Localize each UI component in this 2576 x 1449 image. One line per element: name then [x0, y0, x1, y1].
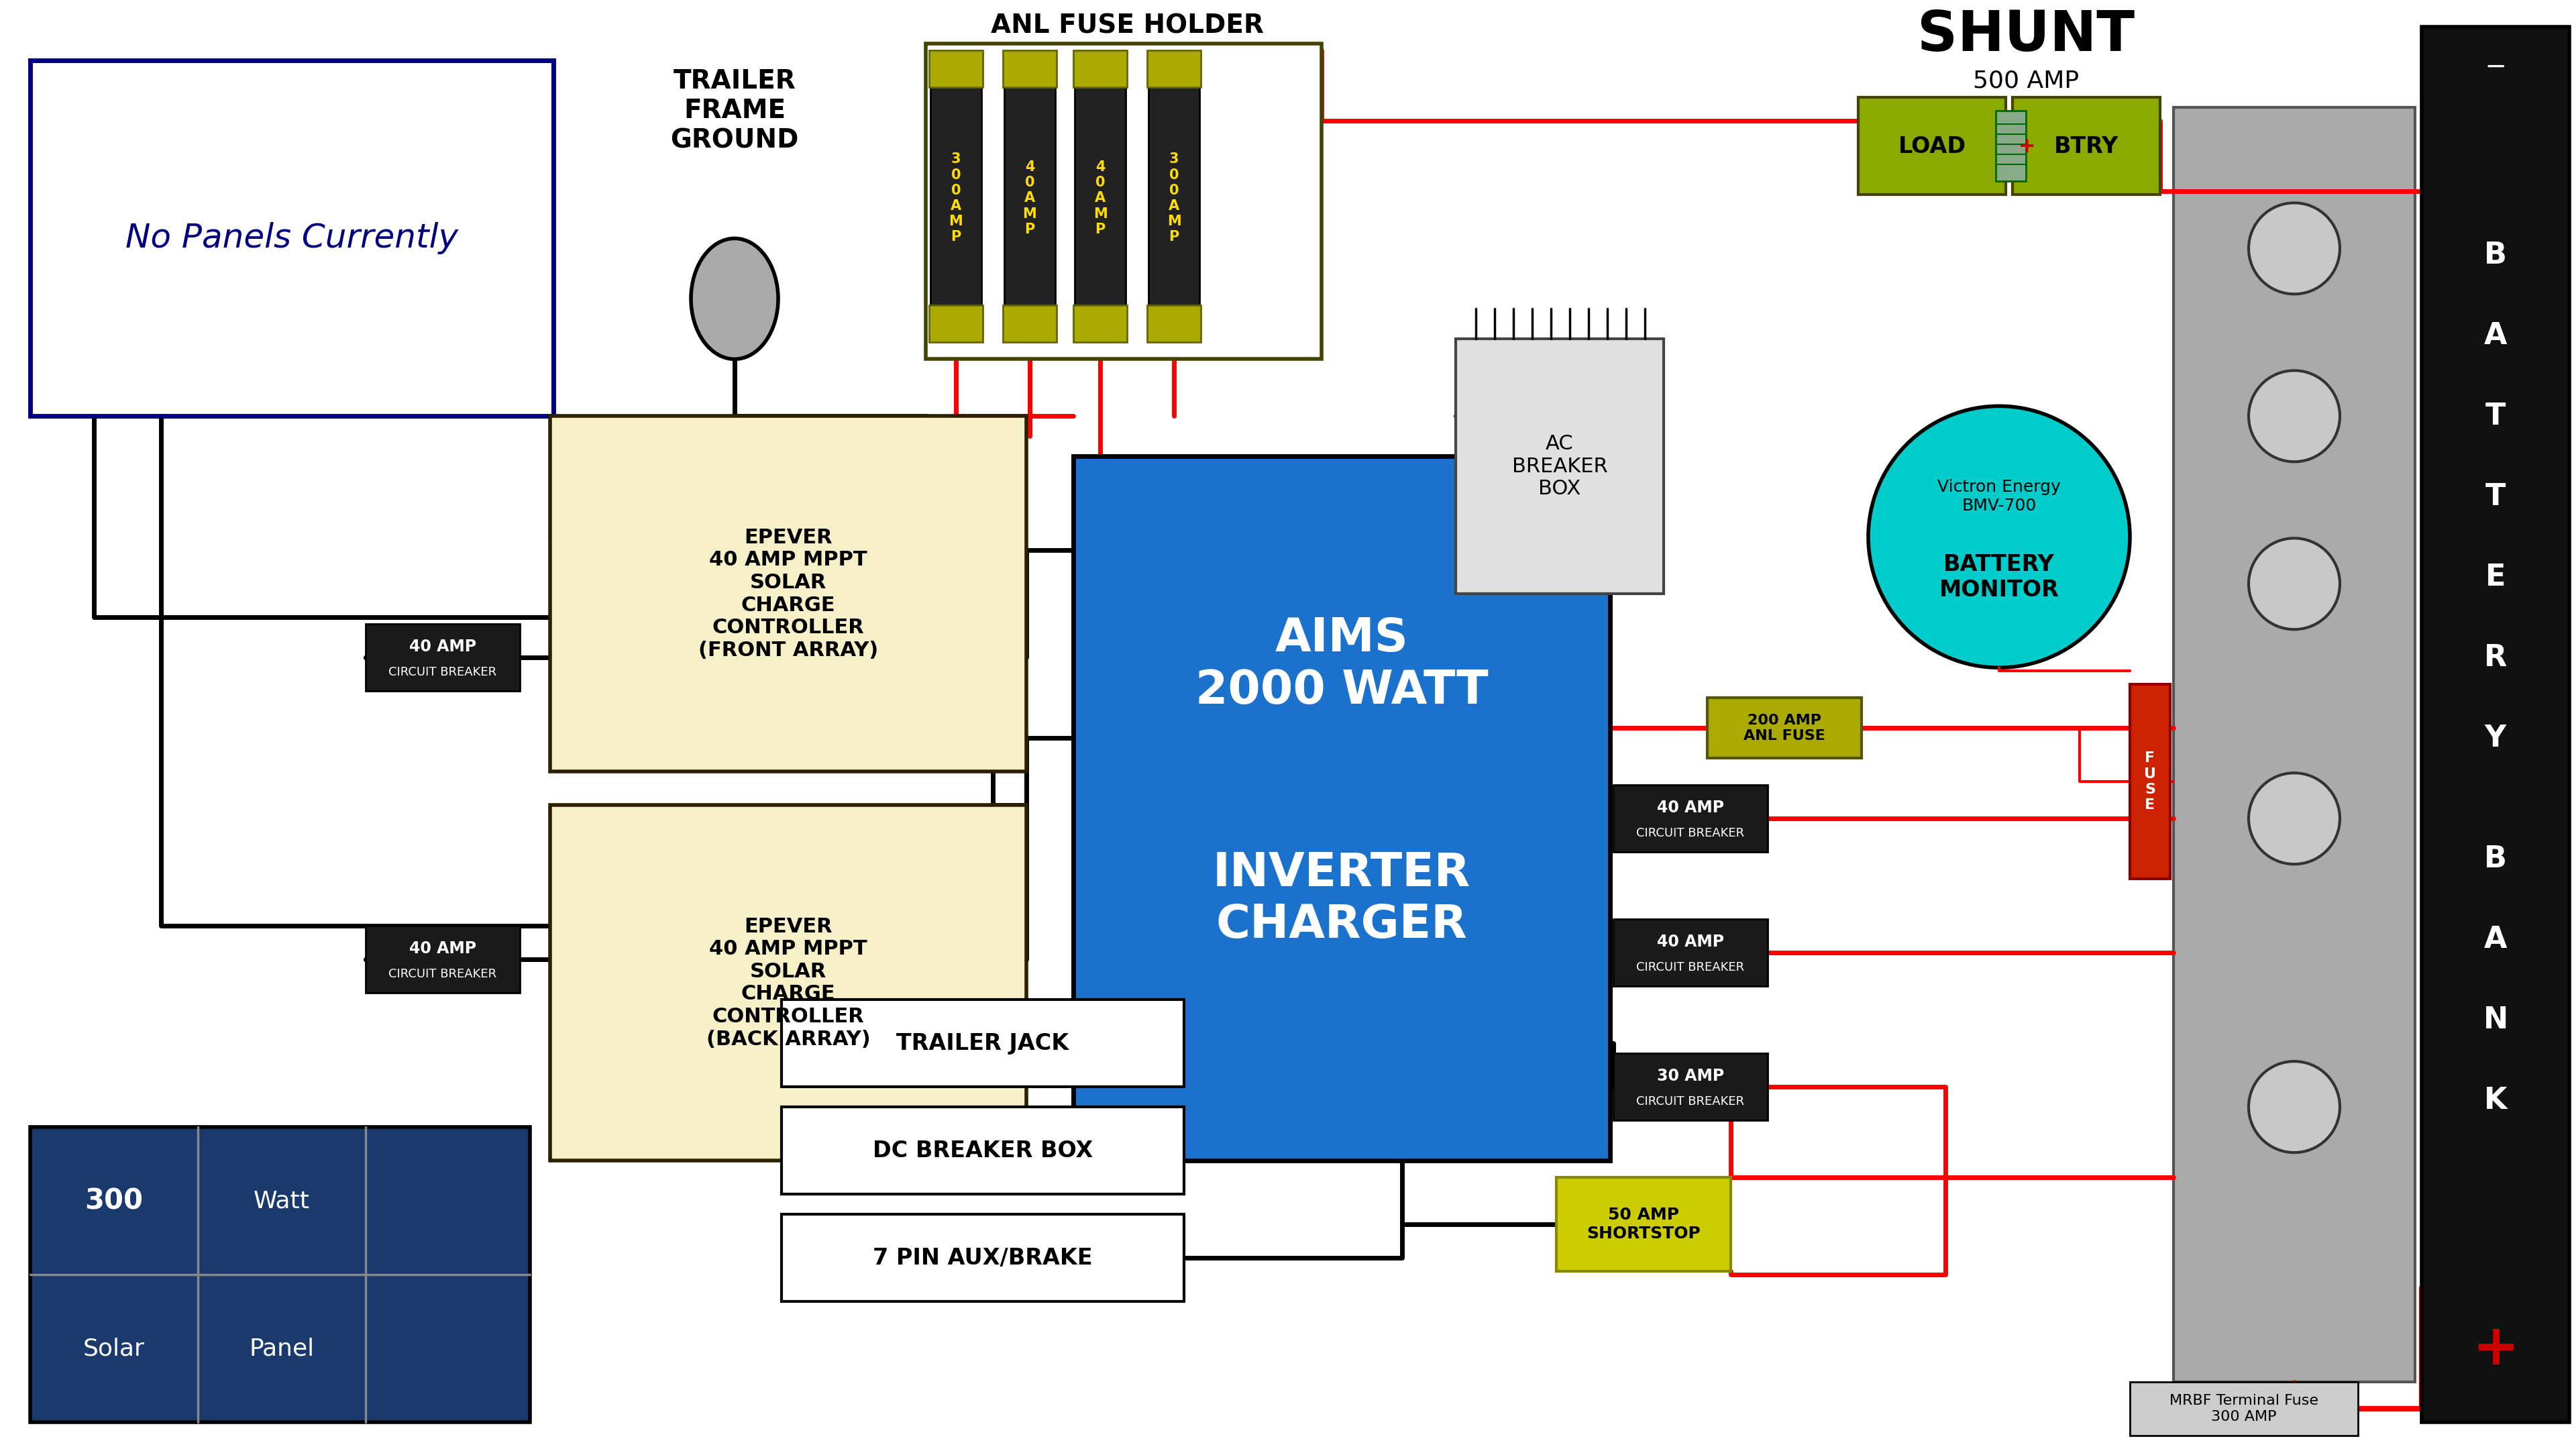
Text: +: +: [2020, 136, 2035, 156]
Text: B: B: [2483, 845, 2506, 874]
Bar: [31, 61, 554, 416]
Circle shape: [1868, 406, 2130, 668]
Text: 40 AMP: 40 AMP: [1656, 935, 1723, 951]
Text: +: +: [2473, 1321, 2519, 1375]
Text: Watt: Watt: [252, 1190, 309, 1213]
Text: Victron Energy
BMV-700: Victron Energy BMV-700: [1937, 480, 2061, 514]
Text: K: K: [2483, 1085, 2506, 1114]
Text: 40 AMP: 40 AMP: [410, 639, 477, 655]
Bar: [1613, 919, 1767, 987]
Text: AC
BREAKER
BOX: AC BREAKER BOX: [1512, 435, 1607, 498]
Text: R: R: [2483, 643, 2506, 672]
Text: DC BREAKER BOX: DC BREAKER BOX: [873, 1139, 1092, 1162]
Text: CIRCUIT BREAKER: CIRCUIT BREAKER: [389, 968, 497, 980]
Bar: [31, 1127, 531, 1421]
Text: TRAILER JACK: TRAILER JACK: [896, 1032, 1069, 1055]
Text: A: A: [2483, 322, 2506, 351]
Bar: [366, 625, 520, 691]
Bar: [1146, 51, 1200, 87]
Bar: [1857, 97, 2007, 194]
Text: CIRCUIT BREAKER: CIRCUIT BREAKER: [1636, 1095, 1744, 1107]
Text: EPEVER
40 AMP MPPT
SOLAR
CHARGE
CONTROLLER
(BACK ARRAY): EPEVER 40 AMP MPPT SOLAR CHARGE CONTROLL…: [706, 917, 871, 1049]
Bar: [930, 84, 981, 309]
Circle shape: [2249, 538, 2339, 629]
Text: ANL FUSE HOLDER: ANL FUSE HOLDER: [992, 13, 1262, 39]
Text: TRAILER
FRAME
GROUND: TRAILER FRAME GROUND: [670, 68, 799, 154]
Text: 7 PIN AUX/BRAKE: 7 PIN AUX/BRAKE: [873, 1246, 1092, 1269]
Bar: [781, 1107, 1185, 1194]
Bar: [2012, 97, 2161, 194]
Bar: [781, 1000, 1185, 1087]
Bar: [1005, 84, 1056, 309]
Text: Solar: Solar: [82, 1337, 144, 1359]
Text: B: B: [2483, 241, 2506, 270]
Text: N: N: [2483, 1006, 2509, 1035]
Text: 4
0
A
M
P: 4 0 A M P: [1092, 161, 1108, 236]
Text: CIRCUIT BREAKER: CIRCUIT BREAKER: [389, 667, 497, 678]
Bar: [1002, 306, 1056, 342]
Text: CIRCUIT BREAKER: CIRCUIT BREAKER: [1636, 961, 1744, 974]
Bar: [2421, 28, 2568, 1421]
Bar: [1074, 456, 1610, 1161]
Bar: [366, 926, 520, 993]
Text: A: A: [2483, 924, 2506, 953]
Text: Panel: Panel: [250, 1337, 314, 1359]
Bar: [1613, 1053, 1767, 1120]
Text: INVERTER
CHARGER: INVERTER CHARGER: [1213, 851, 1471, 948]
Text: LOAD: LOAD: [1899, 135, 1965, 158]
Text: 500 AMP: 500 AMP: [1973, 70, 2079, 93]
Text: 40 AMP: 40 AMP: [410, 940, 477, 956]
Bar: [551, 416, 1025, 772]
Bar: [781, 1214, 1185, 1301]
Circle shape: [2249, 1061, 2339, 1152]
Text: 3
0
0
A
M
P: 3 0 0 A M P: [948, 152, 963, 243]
Bar: [1149, 84, 1200, 309]
Text: T: T: [2486, 483, 2506, 511]
Text: Y: Y: [2486, 723, 2506, 752]
Text: ─: ─: [2488, 55, 2504, 80]
Ellipse shape: [690, 239, 778, 359]
Bar: [1556, 1178, 1731, 1271]
Bar: [2174, 107, 2416, 1382]
Text: 200 AMP
ANL FUSE: 200 AMP ANL FUSE: [1744, 713, 1826, 742]
Bar: [1074, 84, 1126, 309]
Text: 4
0
A
M
P: 4 0 A M P: [1023, 161, 1036, 236]
Text: E: E: [2486, 562, 2506, 591]
Text: 3
0
0
A
M
P: 3 0 0 A M P: [1167, 152, 1180, 243]
Bar: [1613, 785, 1767, 852]
Circle shape: [2249, 772, 2339, 864]
Bar: [1996, 112, 2025, 181]
Text: 30 AMP: 30 AMP: [1656, 1068, 1723, 1084]
Text: SHUNT: SHUNT: [1917, 9, 2136, 62]
Bar: [1074, 51, 1128, 87]
Text: BATTERY
MONITOR: BATTERY MONITOR: [1940, 554, 2058, 601]
Bar: [1455, 339, 1664, 594]
Text: 40 AMP: 40 AMP: [1656, 800, 1723, 816]
Bar: [2130, 684, 2169, 880]
Text: MRBF Terminal Fuse
300 AMP: MRBF Terminal Fuse 300 AMP: [2169, 1394, 2318, 1423]
Text: 300: 300: [85, 1187, 144, 1214]
Text: BTRY: BTRY: [2053, 135, 2117, 158]
Bar: [1002, 51, 1056, 87]
Text: CIRCUIT BREAKER: CIRCUIT BREAKER: [1636, 827, 1744, 839]
Bar: [1708, 698, 1862, 758]
Text: EPEVER
40 AMP MPPT
SOLAR
CHARGE
CONTROLLER
(FRONT ARRAY): EPEVER 40 AMP MPPT SOLAR CHARGE CONTROLL…: [698, 527, 878, 659]
Text: 50 AMP
SHORTSTOP: 50 AMP SHORTSTOP: [1587, 1207, 1700, 1242]
Text: No Panels Currently: No Panels Currently: [126, 222, 459, 255]
Bar: [2130, 1382, 2357, 1436]
Bar: [1146, 306, 1200, 342]
Bar: [925, 43, 1321, 359]
Bar: [551, 806, 1025, 1161]
Text: F
U
S
E: F U S E: [2143, 752, 2156, 811]
Text: T: T: [2486, 401, 2506, 430]
Circle shape: [2249, 203, 2339, 294]
Circle shape: [2249, 371, 2339, 462]
Bar: [930, 306, 984, 342]
Text: AIMS
2000 WATT: AIMS 2000 WATT: [1195, 616, 1489, 713]
Bar: [930, 51, 984, 87]
Bar: [1074, 306, 1128, 342]
